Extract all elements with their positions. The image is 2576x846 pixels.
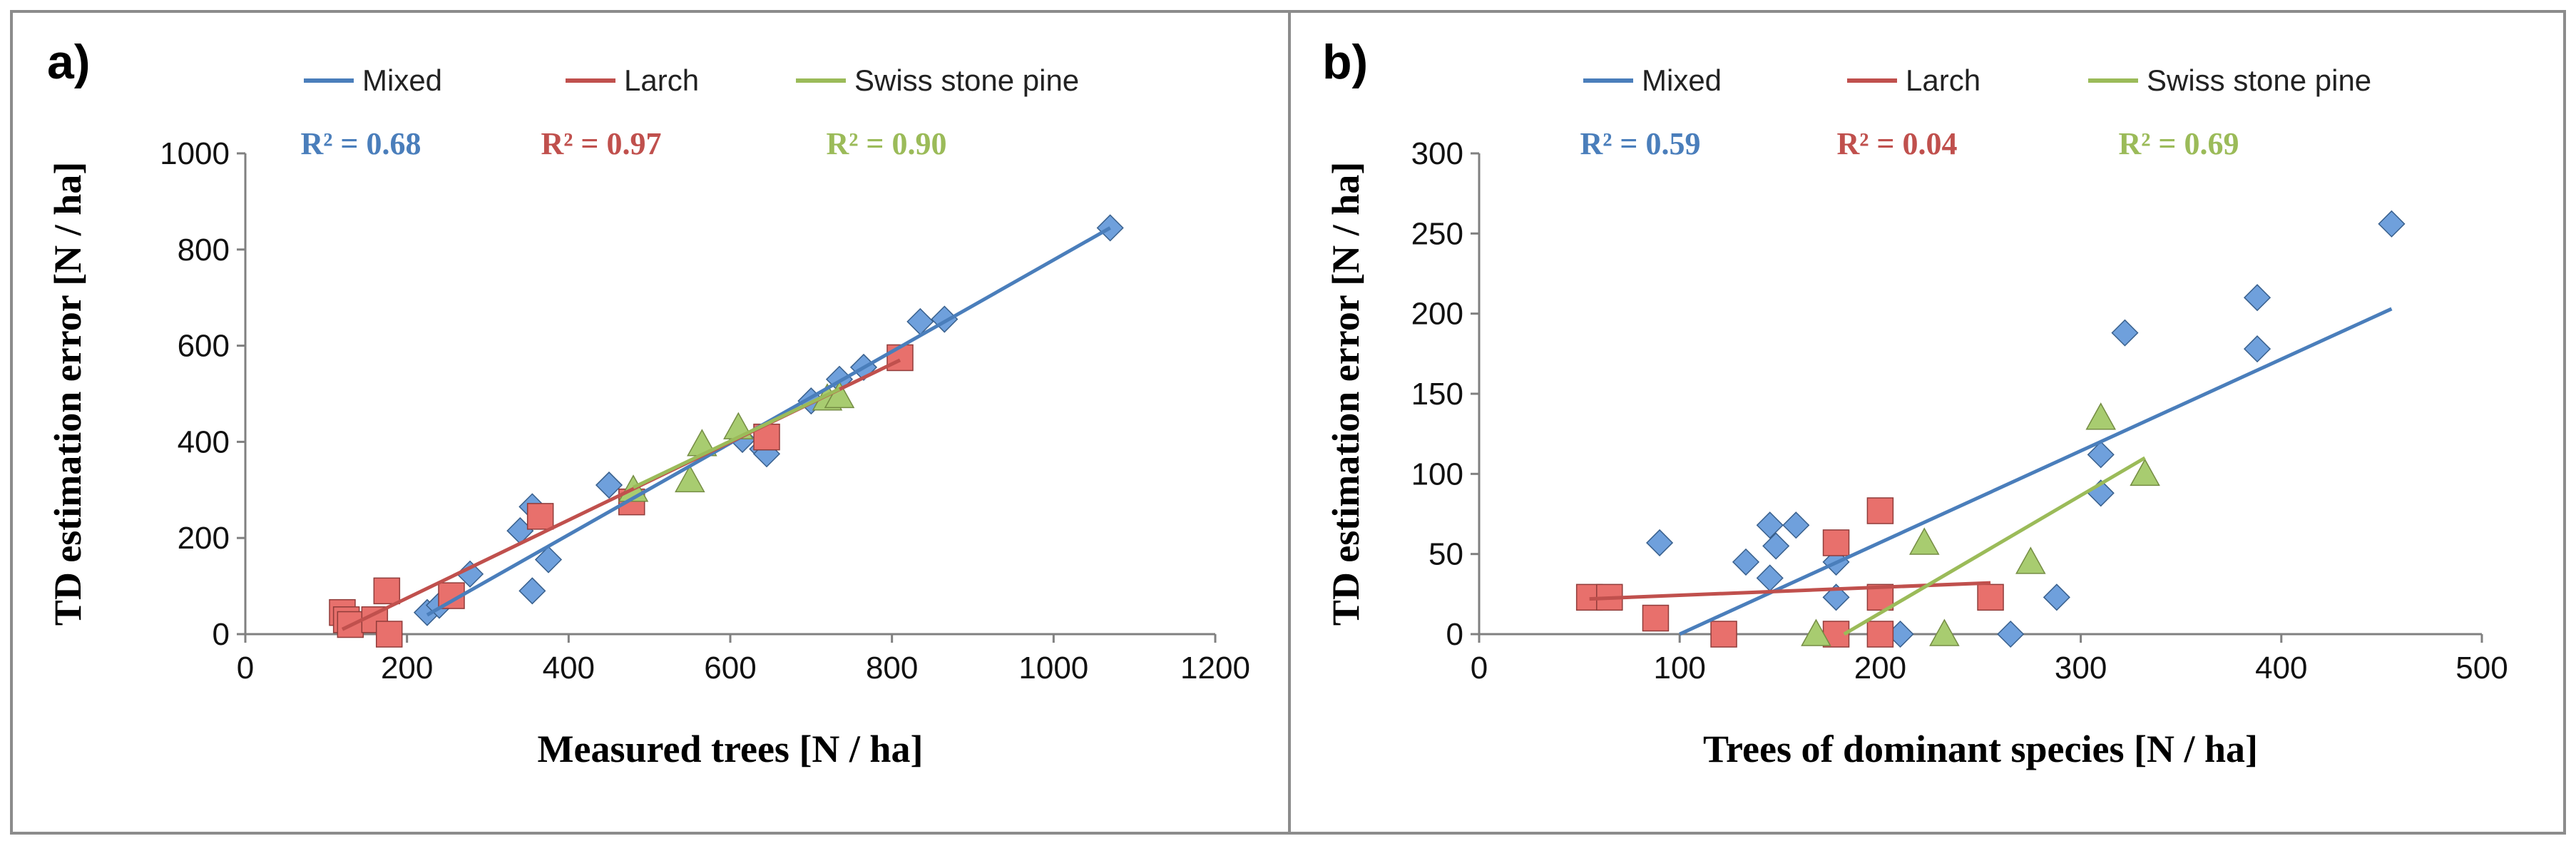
chart-b-point-square-1-2 bbox=[1642, 604, 1670, 632]
chart-a-point-square-1-5 bbox=[375, 621, 403, 648]
chart-b-point-diamond-0-11 bbox=[2087, 441, 2115, 469]
chart-b-point-diamond-0-16 bbox=[2378, 210, 2406, 238]
chart-a-point-triangle-2-1 bbox=[675, 464, 705, 493]
chart-b-x-tick-label: 0 bbox=[1471, 651, 1488, 686]
chart-b-point-triangle-2-4 bbox=[2085, 402, 2116, 430]
chart-b-x-tick-label: 500 bbox=[2455, 651, 2508, 686]
chart-b-point-diamond-0-5 bbox=[1782, 511, 1810, 539]
chart-b-point-triangle-2-5 bbox=[2130, 458, 2160, 486]
chart-b-y-tick-label: 100 bbox=[1411, 457, 1463, 491]
chart-b-point-diamond-0-2 bbox=[1756, 511, 1784, 539]
chart-b-point-diamond-0-1 bbox=[1732, 548, 1760, 576]
chart-b-panel-label: b) bbox=[1322, 35, 1368, 89]
chart-b-y-tick-label: 0 bbox=[1446, 617, 1463, 652]
chart-a-x-axis-title: Measured trees [N / ha] bbox=[538, 728, 924, 770]
chart-a-point-square-1-4 bbox=[373, 577, 401, 605]
chart-b-x-tick-label: 100 bbox=[1653, 651, 1705, 686]
chart-a-y-axis-title: TD estimation error [N / ha] bbox=[46, 162, 89, 626]
chart-a-x-tick-label: 1000 bbox=[1018, 651, 1088, 686]
chart-b-x-tick-label: 300 bbox=[2055, 651, 2107, 686]
chart-a-y-tick-label: 0 bbox=[213, 617, 230, 652]
chart-a-legend-label-0: Mixed bbox=[362, 63, 442, 97]
chart-b-legend-label-0: Mixed bbox=[1642, 63, 1722, 97]
chart-b-svg: b) 0 50 100 150 200 250 300 0 100 200 300 400 500 Tree… bbox=[1322, 35, 2508, 770]
chart-b-point-triangle-2-0 bbox=[1801, 618, 1831, 646]
chart-a-panel-label: a) bbox=[47, 35, 90, 89]
chart-b-point-diamond-0-0 bbox=[1646, 529, 1674, 557]
chart-a-x-tick-label: 200 bbox=[381, 651, 433, 686]
chart-b-y-axis-title: TD estimation error [N / ha] bbox=[1324, 162, 1367, 626]
chart-b-point-diamond-0-10 bbox=[2043, 583, 2070, 611]
chart-a-y-tick-label: 800 bbox=[178, 233, 230, 267]
chart-a-x-tick-label: 400 bbox=[543, 651, 595, 686]
chart-b-point-diamond-0-14 bbox=[2243, 284, 2271, 312]
chart-a-r2-label-1: R² = 0.97 bbox=[541, 126, 661, 161]
chart-a-point-diamond-0-7 bbox=[595, 471, 623, 499]
chart-a-y-tick-label: 1000 bbox=[160, 136, 230, 171]
chart-b-legend-label-2: Swiss stone pine bbox=[2147, 63, 2371, 97]
chart-a-r2-label-2: R² = 0.90 bbox=[826, 126, 946, 161]
chart-a-r2-label-0: R² = 0.68 bbox=[300, 126, 421, 161]
chart-b-point-diamond-0-15 bbox=[2243, 335, 2271, 363]
chart-a-x-tick-label: 1200 bbox=[1180, 651, 1250, 686]
chart-b-trendline-0 bbox=[1679, 307, 2393, 636]
chart-b-point-square-1-4 bbox=[1822, 529, 1850, 556]
chart-b-x-axis-title: Trees of dominant species [N / ha] bbox=[1703, 728, 2258, 770]
chart-a-point-diamond-0-2 bbox=[456, 560, 484, 588]
chart-a-y-tick-label: 200 bbox=[178, 521, 230, 556]
chart-a-point-square-1-10 bbox=[886, 344, 914, 372]
chart-b-point-triangle-2-1 bbox=[1908, 527, 1940, 555]
chart-b-point-diamond-0-13 bbox=[2111, 319, 2139, 347]
chart-b-y-tick-label: 300 bbox=[1411, 136, 1463, 171]
chart-b-r2-label-1: R² = 0.04 bbox=[1836, 126, 1957, 161]
chart-b-legend-label-1: Larch bbox=[1906, 63, 1980, 97]
chart-a-svg: a) 0 200 400 600 800 1000 0 200 400 600 800 1000 1200… bbox=[46, 35, 1250, 770]
chart-a-point-diamond-0-6 bbox=[534, 546, 563, 574]
chart-a-x-tick-label: 600 bbox=[704, 651, 756, 686]
chart-b-x-tick-label: 400 bbox=[2255, 651, 2307, 686]
chart-b-r2-label-0: R² = 0.59 bbox=[1580, 126, 1700, 161]
chart-b-point-square-1-9 bbox=[1977, 583, 2004, 611]
chart-panel-a: a) 0 200 400 600 800 1000 0 200 400 600 800 1000 1200… bbox=[10, 10, 1291, 835]
chart-a-x-tick-label: 800 bbox=[866, 651, 918, 686]
chart-b-point-square-1-6 bbox=[1866, 497, 1894, 524]
chart-b-trendline-2 bbox=[1843, 456, 2146, 636]
chart-a-point-square-1-7 bbox=[526, 503, 554, 530]
chart-b-y-tick-label: 200 bbox=[1411, 297, 1463, 332]
chart-b-point-triangle-2-3 bbox=[2015, 546, 2046, 574]
chart-b-r2-label-2: R² = 0.69 bbox=[2118, 126, 2239, 161]
chart-a-point-square-1-2 bbox=[337, 611, 364, 638]
chart-b-point-diamond-0-4 bbox=[1762, 532, 1790, 560]
chart-a-y-tick-label: 400 bbox=[178, 424, 230, 459]
chart-b-y-tick-label: 150 bbox=[1411, 377, 1463, 412]
chart-panel-b: b) 0 50 100 150 200 250 300 0 100 200 300 400 500 Tree… bbox=[1288, 10, 2566, 835]
chart-b-point-square-1-3 bbox=[1710, 621, 1737, 648]
chart-a-y-tick-label: 600 bbox=[178, 329, 230, 364]
chart-b-point-diamond-0-9 bbox=[1997, 620, 2025, 648]
chart-b-point-triangle-2-2 bbox=[1929, 618, 1960, 646]
chart-b-y-tick-label: 250 bbox=[1411, 216, 1463, 251]
chart-a-trendline-2 bbox=[632, 387, 841, 489]
chart-b-point-square-1-8 bbox=[1866, 621, 1894, 648]
chart-b-x-tick-label: 200 bbox=[1854, 651, 1906, 686]
chart-a-point-diamond-0-5 bbox=[518, 577, 546, 605]
chart-a-legend-label-1: Larch bbox=[624, 63, 699, 97]
chart-a-x-tick-label: 0 bbox=[237, 651, 254, 686]
chart-a-legend-label-2: Swiss stone pine bbox=[854, 63, 1079, 97]
chart-b-y-tick-label: 50 bbox=[1428, 537, 1463, 572]
